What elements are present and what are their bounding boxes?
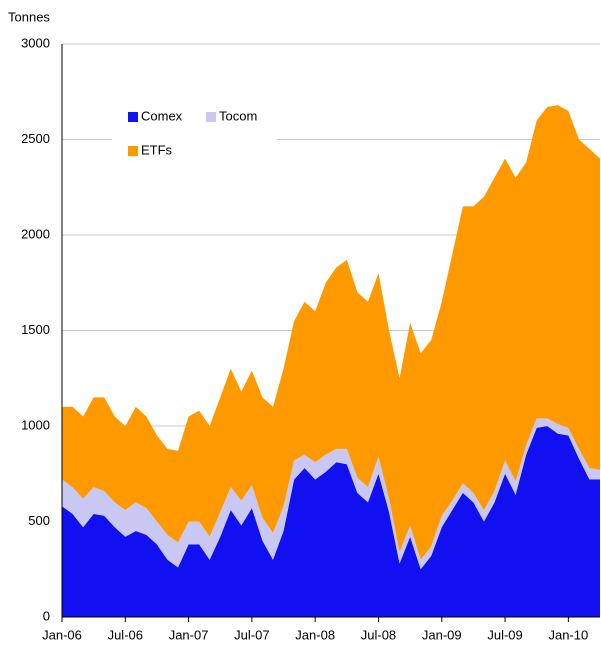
x-tick-label: Jan-09 — [422, 627, 462, 642]
x-tick-label: Jul-08 — [361, 627, 396, 642]
area — [62, 426, 600, 617]
y-axis-label: Tonnes — [8, 9, 50, 24]
x-tick-label: Jan-10 — [548, 627, 588, 642]
legend-swatch — [128, 146, 138, 156]
legend-swatch — [128, 112, 138, 122]
x-tick-label: Jan-06 — [42, 627, 82, 642]
y-tick-label: 2000 — [21, 226, 50, 241]
y-tick-label: 500 — [28, 513, 50, 528]
legend-box — [112, 95, 277, 170]
legend-swatch — [206, 112, 216, 122]
x-tick-label: Jan-08 — [295, 627, 335, 642]
x-tick-label: Jul-06 — [108, 627, 143, 642]
x-tick-label: Jan-07 — [169, 627, 209, 642]
x-tick-label: Jul-07 — [234, 627, 269, 642]
y-tick-label: 1000 — [21, 417, 50, 432]
area — [62, 418, 600, 570]
y-tick-label: 2500 — [21, 131, 50, 146]
y-tick-label: 3000 — [21, 35, 50, 50]
legend-label: Comex — [141, 108, 183, 123]
legend-label: Tocom — [219, 108, 257, 123]
area — [62, 105, 600, 560]
y-tick-label: 0 — [43, 608, 50, 623]
legend-label: ETFs — [141, 142, 173, 157]
x-tick-label: Jul-09 — [487, 627, 522, 642]
y-tick-label: 1500 — [21, 322, 50, 337]
legend: Comex Tocom ETFs — [112, 95, 277, 170]
